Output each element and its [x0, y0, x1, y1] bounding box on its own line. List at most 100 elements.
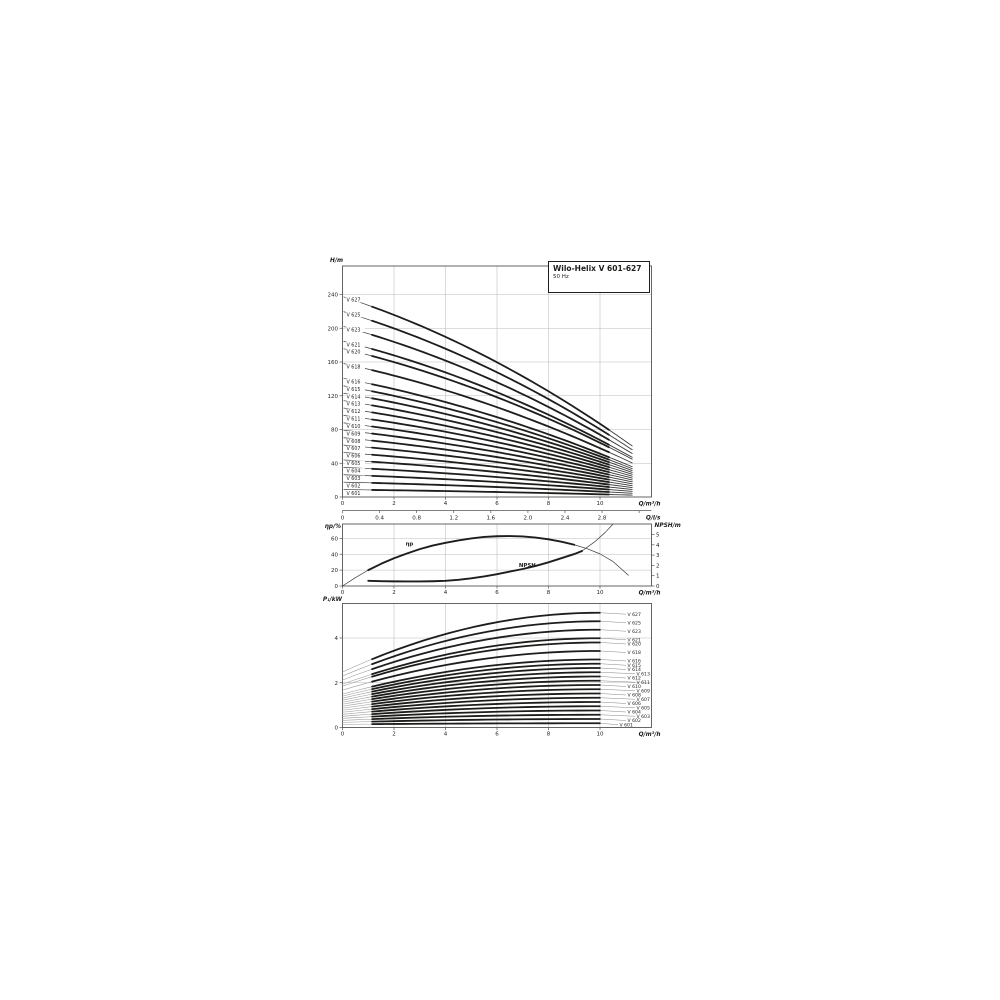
pump-curve-V-608	[371, 439, 610, 479]
curve-label: V 609	[637, 688, 650, 694]
tick-label: 4	[656, 543, 660, 549]
tick-label: 0.8	[412, 516, 421, 522]
curve-label: V 623	[347, 327, 361, 333]
tick-label: 4	[444, 732, 448, 738]
curve-label: V 603	[637, 714, 650, 720]
pump-curve-V-602-tail	[608, 491, 633, 494]
chart-title: Wilo-Helix V 601-627	[553, 264, 642, 273]
curve-label: V 613	[347, 402, 361, 408]
power-curve-V-604	[371, 709, 601, 718]
power-curve-V-606-lead	[342, 711, 373, 715]
curve-label-bg	[345, 482, 365, 489]
curve-label: V 604	[347, 469, 361, 475]
curve-label-bg	[345, 379, 365, 385]
curve-label: V 618	[628, 650, 641, 656]
pump-curve-V-603-tail	[608, 489, 633, 492]
leader-line	[599, 650, 627, 653]
tick-label: 0	[335, 495, 339, 501]
pump-curve-V-620	[371, 355, 610, 449]
curve-label: V 614	[347, 394, 361, 400]
tick-label: 2.8	[598, 516, 607, 522]
power-curve-V-613	[371, 671, 601, 696]
curve-label: ηp	[406, 542, 414, 548]
tick-label: 8	[547, 732, 551, 738]
pump-curve-V-614	[371, 397, 610, 464]
power-curve-V-615	[371, 662, 601, 691]
power-curve-V-611	[371, 679, 601, 701]
curve-label: V 613	[637, 671, 650, 677]
curve-label: V 610	[628, 684, 641, 690]
power-curve-V-621	[371, 637, 601, 676]
pump-curve-V-609-tail	[608, 474, 633, 481]
tick-label: 1	[656, 574, 660, 580]
pump-curve-V-616	[371, 383, 610, 459]
tick-label: 10	[597, 590, 604, 596]
pump-curve-V-609	[371, 432, 610, 476]
tick-label: 0	[341, 732, 345, 738]
tick-label: 0	[341, 516, 345, 522]
leader-line	[599, 642, 627, 645]
curve-label: V 623	[628, 629, 641, 635]
pump-curve-V-611	[371, 418, 610, 471]
power-curve-V-611-lead	[342, 698, 373, 705]
power-curve-V-614	[371, 667, 601, 693]
tick-label: 240	[328, 293, 339, 299]
axis-label-power: P₁/kW	[323, 597, 343, 603]
leader-line	[599, 676, 627, 679]
power-curve-V-606	[371, 701, 601, 713]
leader-line	[599, 671, 636, 674]
leader-line	[599, 620, 627, 623]
curve-label: NPSH	[519, 563, 536, 569]
curve-label-bg	[345, 386, 365, 392]
curve-label: V 610	[347, 424, 361, 430]
curve-label-bg	[345, 401, 365, 407]
npsh-curve	[367, 550, 583, 583]
curve-label-bg	[345, 430, 365, 437]
axis-label-flow: Q/m³/h	[639, 590, 661, 597]
tick-label: 0	[335, 584, 339, 590]
pump-curve-V-620-tail	[608, 446, 633, 460]
axis-label-npsh: NPSH/m	[655, 523, 681, 529]
power-curve-V-610-lead	[342, 701, 373, 707]
tick-label: 6	[495, 501, 499, 507]
power-curve-V-612	[371, 675, 601, 698]
pump-curve-V-611-tail	[608, 469, 633, 477]
leader-line	[599, 693, 627, 696]
curve-label-bg	[345, 312, 365, 318]
curve-label: V 601	[347, 491, 361, 497]
tick-label: 4	[444, 590, 448, 596]
power-curve-V-612-lead	[342, 696, 373, 703]
axis-label-flow: Q/m³/h	[639, 731, 661, 738]
leader-line	[599, 722, 619, 725]
tick-label: 1.2	[449, 516, 458, 522]
tick-label: 2	[335, 681, 339, 687]
power-curve-V-614-lead	[342, 691, 373, 699]
tick-label: 6	[495, 732, 499, 738]
pump-curve-V-610	[371, 425, 610, 474]
curve-label: V 627	[628, 612, 641, 618]
power-curve-V-609-lead	[342, 703, 373, 709]
tick-label: 5	[656, 533, 660, 539]
power-curve-V-607-lead	[342, 708, 373, 713]
tick-label: 0	[341, 590, 345, 596]
tick-label: 20	[331, 568, 338, 574]
power-curve-V-627	[371, 611, 601, 661]
pump-curve-V-607-tail	[608, 479, 633, 485]
curve-label: V 611	[347, 417, 361, 423]
power-curve-V-621-lead	[342, 673, 373, 685]
curve-label-bg	[345, 416, 365, 422]
curve-label-bg	[345, 297, 365, 303]
power-curve-V-603-lead	[342, 718, 373, 721]
leader-line	[599, 659, 627, 662]
tick-label: 40	[331, 552, 338, 558]
tick-label: 40	[331, 461, 338, 467]
pump-curve-V-612-tail	[608, 466, 633, 475]
pump-curve-V-625-tail	[608, 434, 633, 451]
curve-label: V 605	[637, 705, 650, 711]
power-curve-V-613-lead	[342, 693, 373, 701]
power-curve-V-620-lead	[342, 676, 373, 687]
tick-label: 0	[335, 726, 339, 732]
axis-label-efficiency: ηp/%	[325, 524, 341, 530]
pump-curve-labels: V 627 V 625 V 623 V 621 V 620 V 618 V 616 V 615…	[345, 297, 365, 497]
